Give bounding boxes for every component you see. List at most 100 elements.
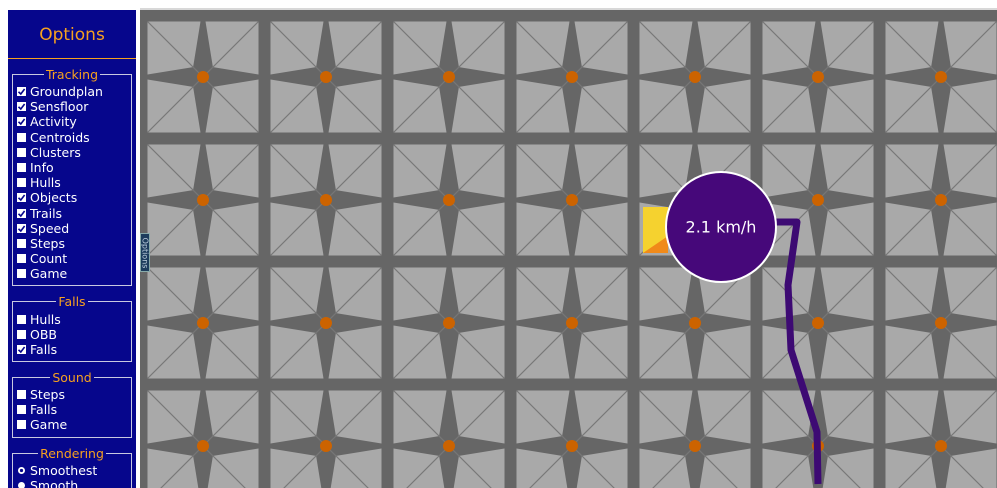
- floor-grid: [140, 10, 997, 488]
- options-panel: Options Tracking Groundplan Sensfloor Activ…: [8, 10, 136, 488]
- option-item[interactable]: Clusters: [17, 145, 127, 160]
- option-item[interactable]: Sensfloor: [17, 99, 127, 114]
- checkbox[interactable]: [17, 329, 26, 339]
- option-item[interactable]: OBB: [17, 327, 127, 342]
- checkbox-box: [17, 87, 26, 97]
- option-item[interactable]: Smooth: [17, 478, 127, 488]
- panel-title: Options: [8, 10, 136, 59]
- option-label: Falls: [30, 341, 58, 357]
- checkbox-box: [17, 254, 26, 264]
- option-item[interactable]: Objects: [17, 190, 127, 205]
- checkbox-box: [17, 163, 26, 173]
- group-title: Falls: [58, 294, 86, 310]
- checkbox-box: [17, 344, 26, 354]
- floor-view: 2.1 km/h: [140, 10, 997, 488]
- option-item[interactable]: Hulls: [17, 175, 127, 190]
- group-title: Rendering: [40, 445, 104, 461]
- checkbox[interactable]: [17, 147, 26, 157]
- option-label: Smoothest: [30, 462, 98, 478]
- checkbox[interactable]: [17, 193, 26, 203]
- checkbox[interactable]: [17, 344, 26, 354]
- checkbox-box: [17, 420, 26, 430]
- object-part: [643, 236, 668, 253]
- option-item[interactable]: Smoothest: [17, 463, 127, 478]
- checkbox-box: [17, 314, 26, 324]
- options-tab[interactable]: Options: [140, 233, 150, 272]
- checkbox[interactable]: [17, 314, 26, 324]
- checkbox[interactable]: [17, 269, 26, 279]
- checkbox[interactable]: [17, 223, 26, 233]
- option-label: Speed: [30, 220, 70, 236]
- option-item[interactable]: Activity: [17, 114, 127, 129]
- option-label: Game: [30, 266, 68, 282]
- checkbox[interactable]: [17, 390, 26, 400]
- option-label: Info: [30, 160, 54, 176]
- checkbox[interactable]: [17, 163, 26, 173]
- checkbox[interactable]: [17, 405, 26, 415]
- option-item[interactable]: Falls: [17, 342, 127, 357]
- option-label: Hulls: [30, 175, 61, 191]
- top-border: [140, 8, 997, 10]
- checkbox[interactable]: [17, 178, 26, 188]
- option-item[interactable]: Steps: [17, 387, 127, 402]
- option-item[interactable]: Steps: [17, 236, 127, 251]
- option-group: Sound Steps Falls Game: [12, 370, 132, 438]
- option-label: Count: [30, 251, 68, 267]
- checkbox[interactable]: [17, 238, 26, 248]
- option-label: Smooth: [30, 477, 79, 488]
- radio[interactable]: [17, 466, 26, 475]
- radio[interactable]: [17, 481, 26, 488]
- checkbox[interactable]: [17, 208, 26, 218]
- option-label: Clusters: [30, 144, 81, 160]
- option-item[interactable]: Game: [17, 417, 127, 432]
- option-group: Tracking Groundplan Sensfloor Activity Centr…: [12, 67, 132, 287]
- checkbox-box: [17, 102, 26, 112]
- option-item[interactable]: Falls: [17, 402, 127, 417]
- group-title: Sound: [52, 370, 92, 385]
- checkbox[interactable]: [17, 117, 26, 127]
- checkbox-box: [17, 117, 26, 127]
- option-item[interactable]: Groundplan: [17, 84, 127, 99]
- checkbox-box: [17, 269, 26, 279]
- group-title: Tracking: [45, 67, 99, 82]
- checkbox[interactable]: [17, 102, 26, 112]
- check-mark: [17, 194, 26, 202]
- check-mark: [17, 103, 26, 111]
- option-label: Activity: [30, 114, 77, 130]
- option-label: OBB: [30, 326, 57, 342]
- option-item[interactable]: Hulls: [17, 311, 127, 327]
- checkbox-box: [17, 178, 26, 188]
- option-label: Steps: [30, 235, 65, 251]
- check-mark: [17, 346, 26, 354]
- checkbox[interactable]: [17, 87, 26, 97]
- checkbox-box: [17, 132, 26, 142]
- checkbox[interactable]: [17, 420, 26, 430]
- checkbox[interactable]: [17, 132, 26, 142]
- option-label: Trails: [30, 205, 63, 221]
- option-label: Game: [30, 417, 68, 433]
- option-item[interactable]: Info: [17, 160, 127, 175]
- groups: Tracking Groundplan Sensfloor Activity Centr…: [8, 67, 136, 488]
- option-item[interactable]: Count: [17, 251, 127, 266]
- checkbox-box: [17, 329, 26, 339]
- option-label: Hulls: [30, 311, 61, 327]
- option-label: Steps: [30, 387, 65, 403]
- option-item[interactable]: Speed: [17, 221, 127, 236]
- trail: [775, 218, 822, 485]
- check-mark: [17, 225, 26, 232]
- checkbox-box: [17, 147, 26, 157]
- option-item[interactable]: Centroids: [17, 130, 127, 145]
- option-item[interactable]: Game: [17, 266, 127, 281]
- checkbox-box: [17, 390, 26, 400]
- radio-ring: [18, 481, 25, 488]
- option-item[interactable]: Trails: [17, 206, 127, 221]
- checkbox-box: [17, 238, 26, 248]
- checkbox-box: [17, 208, 26, 218]
- option-label: Objects: [30, 190, 78, 206]
- option-label: Sensfloor: [30, 99, 89, 115]
- check-mark: [17, 118, 26, 126]
- check-mark: [17, 210, 26, 217]
- checkbox-box: [17, 405, 26, 415]
- checkbox[interactable]: [17, 254, 26, 264]
